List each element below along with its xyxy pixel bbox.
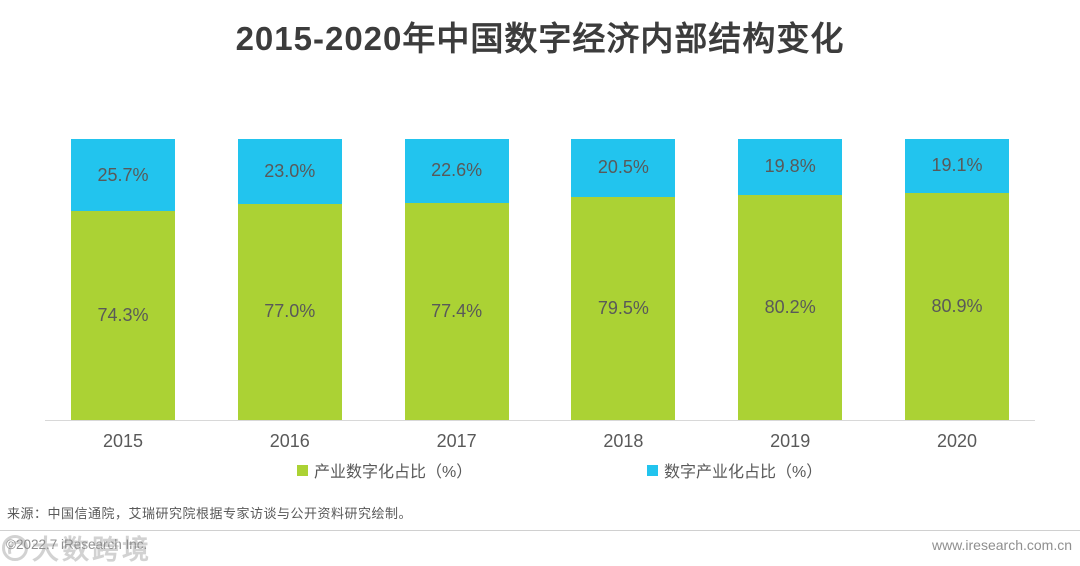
legend-item-digital-industrialization: 数字产业化占比（%） (647, 458, 822, 482)
value-label: 77.4% (431, 300, 483, 321)
source-note: 来源：中国信通院，艾瑞研究院根据专家访谈与公开资料研究绘制。 (7, 506, 413, 521)
bar-column-2016: 23.0% 77.0% 2016 (237, 139, 342, 451)
bar-column-2017: 22.6% 77.4% 2017 (404, 139, 509, 451)
segment-digital-industrialization: 25.7% (71, 139, 175, 212)
value-label: 19.1% (931, 155, 983, 176)
segment-digital-industrialization: 20.5% (571, 139, 676, 197)
bar-column-2020: 19.1% 80.9% 2020 (904, 139, 1009, 451)
stacked-bar-chart: 25.7% 74.3% 2015 23.0% 77.0% 2016 22.6% 77.4% 20… (45, 139, 1035, 451)
legend-label: 数字产业化占比（%） (664, 464, 823, 481)
copyright-text: ©2022.7 iResearch Inc. (6, 537, 148, 552)
footer-divider (0, 530, 1080, 531)
x-axis-label: 2018 (603, 431, 644, 451)
bar-column-2019: 19.8% 80.2% 2019 (738, 139, 843, 451)
x-axis-label: 2020 (936, 431, 977, 451)
legend-item-industry-digitalization: 产业数字化占比（%） (297, 458, 472, 482)
segment-industry-digitalization: 77.4% (404, 202, 509, 420)
value-label: 77.0% (264, 301, 316, 322)
value-label: 79.5% (597, 297, 649, 318)
value-label: 22.6% (431, 160, 483, 181)
bar-column-2018: 20.5% 79.5% 2018 (571, 139, 676, 451)
x-axis-label: 2019 (770, 431, 811, 451)
value-label: 19.8% (764, 156, 816, 177)
x-axis-label: 2017 (436, 431, 477, 451)
segment-industry-digitalization: 80.2% (738, 194, 843, 420)
value-label: 23.0% (264, 160, 316, 181)
website-url: www.iresearch.com.cn (931, 537, 1072, 553)
blue-swatch-icon (647, 464, 658, 476)
value-label: 74.3% (97, 305, 149, 326)
x-axis-label: 2016 (269, 431, 310, 451)
segment-digital-industrialization: 23.0% (237, 139, 342, 204)
bar-column-2015: 25.7% 74.3% 2015 (71, 139, 175, 451)
segment-digital-industrialization: 19.1% (904, 139, 1009, 193)
segment-digital-industrialization: 22.6% (404, 139, 509, 203)
segment-digital-industrialization: 19.8% (738, 139, 843, 195)
green-swatch-icon (297, 464, 308, 476)
value-label: 80.2% (764, 296, 816, 317)
segment-industry-digitalization: 80.9% (904, 192, 1009, 420)
value-label: 20.5% (597, 157, 649, 178)
value-label: 80.9% (931, 295, 983, 316)
segment-industry-digitalization: 74.3% (71, 211, 175, 420)
legend-label: 产业数字化占比（%） (314, 464, 473, 481)
chart-legend: 产业数字化占比（%） 数字产业化占比（%） (0, 458, 1080, 482)
value-label: 25.7% (97, 164, 149, 185)
page-title: 2015-2020年中国数字经济内部结构变化 (235, 20, 845, 57)
segment-industry-digitalization: 77.0% (237, 203, 342, 420)
segment-industry-digitalization: 79.5% (571, 196, 676, 420)
x-axis-label: 2015 (102, 431, 144, 451)
